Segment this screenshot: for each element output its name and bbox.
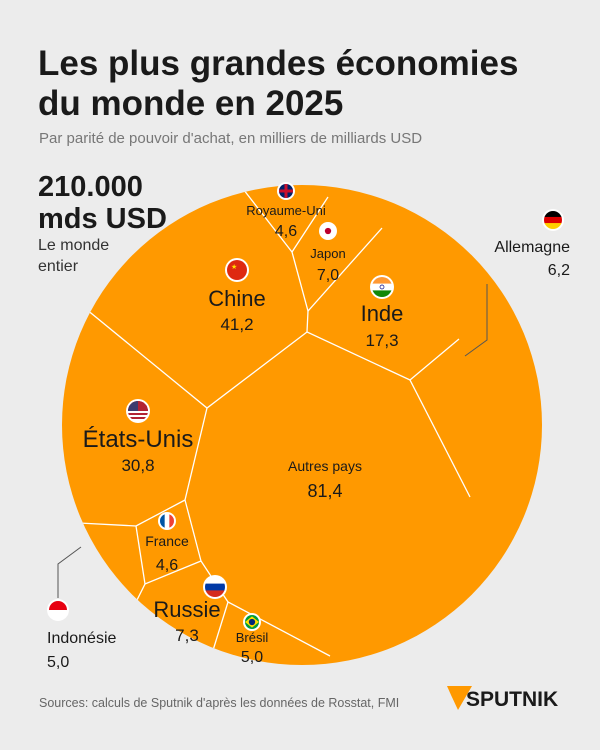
title-line-1: Les plus grandes économies <box>38 44 518 83</box>
total-label-2: entier <box>38 258 79 275</box>
value-allemagne: 6,2 <box>548 262 570 279</box>
brazil-flag-icon <box>243 613 261 631</box>
value-etats-unis: 30,8 <box>121 456 154 475</box>
leader-line-allemagne <box>464 284 488 357</box>
svg-text:★: ★ <box>231 263 237 271</box>
india-flag-icon <box>370 275 394 299</box>
france-flag-icon <box>158 512 176 530</box>
value-inde: 17,3 <box>365 331 398 350</box>
value-chine: 41,2 <box>220 315 253 334</box>
china-flag-icon: ★ <box>225 258 249 282</box>
indonesia-flag-icon <box>47 599 69 621</box>
russia-flag-icon <box>203 575 227 599</box>
cell-border <box>306 310 460 381</box>
value-autres-pays: 81,4 <box>307 481 342 501</box>
cell-borders <box>62 185 471 661</box>
total-unit: mds USD <box>38 203 167 235</box>
leader-lines <box>57 284 488 598</box>
total-label-1: Le monde <box>38 237 109 254</box>
label-bresil: Brésil <box>236 630 269 645</box>
japan-flag-icon <box>319 222 337 240</box>
label-chine: Chine <box>208 286 265 311</box>
total-value: 210.000 <box>38 171 143 203</box>
label-autres-pays: Autres pays <box>288 458 362 474</box>
label-royaume-uni: Royaume-Uni <box>246 203 326 218</box>
world-circle <box>62 185 542 665</box>
value-indonesie: 5,0 <box>47 654 69 671</box>
value-japon: 7,0 <box>317 267 339 284</box>
label-indonesie: Indonésie <box>47 630 116 647</box>
value-royaume-uni: 4,6 <box>275 223 297 240</box>
sputnik-logo-text: SPUTNIK <box>466 688 558 711</box>
label-inde: Inde <box>361 301 404 326</box>
cell-border <box>409 379 471 498</box>
value-france: 4,6 <box>156 557 178 574</box>
value-bresil: 5,0 <box>241 649 263 666</box>
label-japon: Japon <box>310 246 345 261</box>
sources: Sources: calculs de Sputnik d'après les … <box>39 696 399 710</box>
germany-flag-icon <box>542 209 564 231</box>
sputnik-logo: SPUTNIK <box>447 686 558 711</box>
label-etats-unis: États-Unis <box>83 426 194 453</box>
label-france: France <box>145 533 189 549</box>
uk-flag-icon <box>277 182 295 200</box>
title-line-2: du monde en 2025 <box>38 84 343 123</box>
label-russie: Russie <box>153 597 220 622</box>
usa-flag-icon <box>126 399 150 423</box>
value-russie: 7,3 <box>175 626 199 645</box>
leader-line-indonesie <box>57 546 82 598</box>
label-allemagne: Allemagne <box>494 239 570 256</box>
subtitle: Par parité de pouvoir d'achat, en millie… <box>39 130 422 147</box>
sputnik-logo-icon <box>447 686 472 710</box>
